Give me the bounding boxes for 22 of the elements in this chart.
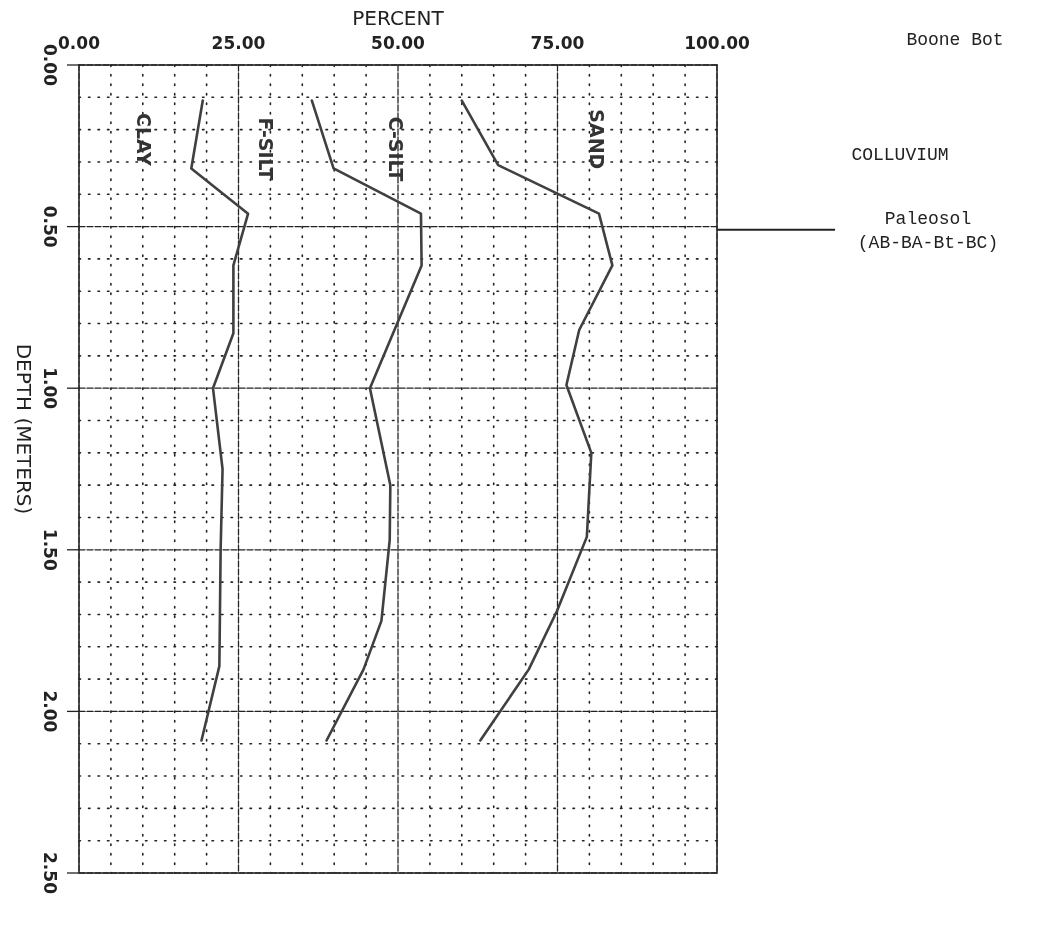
line-series <box>189 99 250 742</box>
annotation: F-SILT <box>254 117 277 181</box>
y-tick-label: 2.50 <box>40 852 60 895</box>
annotation: CLAY <box>133 112 156 166</box>
y-tick-label: 1.00 <box>40 367 60 410</box>
y-tick-label: 1.50 <box>40 528 60 571</box>
text: Boone Bot <box>906 30 1004 50</box>
x-tick-label: 25.00 <box>211 33 266 53</box>
y-tick-label: 0.50 <box>40 205 60 248</box>
y-axis-title: DEPTH (METERS) <box>11 343 36 515</box>
x-tick-label: 100.00 <box>684 33 750 53</box>
y-tick-label: 2.00 <box>40 690 60 733</box>
ref-line-label: Paleosol (AB-BA-Bt-BC) <box>857 208 999 253</box>
text: COLLUVIUM <box>851 145 949 165</box>
x-axis-title: PERCENT <box>352 6 445 30</box>
line-series <box>310 99 423 742</box>
annotation: C-SILT <box>385 116 408 182</box>
annotation: SAND <box>586 109 609 170</box>
x-tick-label: 75.00 <box>530 33 585 53</box>
x-tick-label: 50.00 <box>371 33 426 53</box>
line-series <box>460 99 614 742</box>
x-tick-label: 0.00 <box>58 33 101 53</box>
